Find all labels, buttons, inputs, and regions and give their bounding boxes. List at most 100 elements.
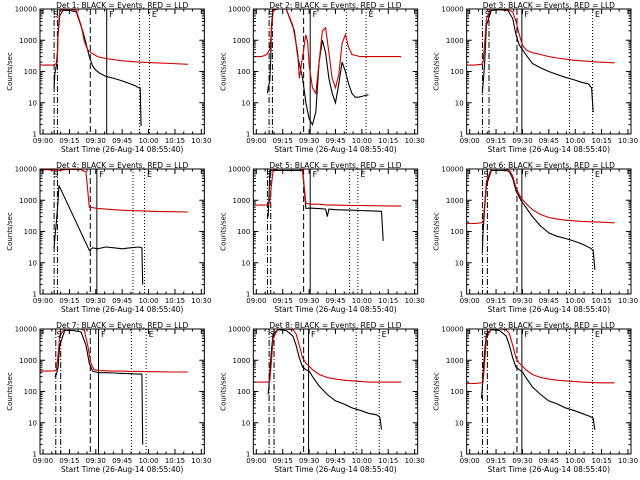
x-tick-label: 09:30 [512, 137, 532, 145]
chart-title: Det 2: BLACK = Events, RED = LLD [269, 1, 401, 10]
chart-title: Det 1: BLACK = Events, RED = LLD [56, 1, 188, 10]
x-tick-label: 10:15 [165, 137, 185, 145]
phase-marker-label: S [270, 330, 275, 339]
y-axis-label: Counts/sec [433, 52, 441, 91]
y-tick-label: 1 [459, 131, 463, 139]
y-tick-label: 10000 [228, 326, 250, 334]
y-tick-label: 1000 [446, 357, 464, 365]
x-tick-label: 09:00 [460, 457, 480, 465]
x-axis-label: Start Time (26-Aug-14 08:55:40) [488, 305, 610, 314]
x-axis-label: Start Time (26-Aug-14 08:55:40) [61, 145, 183, 154]
y-tick-label: 100 [237, 228, 250, 236]
series-line-events [481, 9, 594, 113]
x-tick-label: 09:30 [299, 297, 319, 305]
x-tick-label: 09:00 [246, 457, 266, 465]
y-tick-label: 10000 [228, 6, 250, 14]
plot-frame [466, 168, 632, 295]
phase-marker-label: E [595, 330, 600, 339]
x-tick-label: 10:00 [138, 137, 158, 145]
x-axis-label: Start Time (26-Aug-14 08:55:40) [274, 305, 396, 314]
x-tick-label: 10:15 [165, 297, 185, 305]
y-axis-label: Counts/sec [219, 372, 227, 411]
y-tick-label: 1000 [233, 357, 251, 365]
x-tick-label: 10:00 [565, 297, 585, 305]
phase-marker-label: S [483, 330, 488, 339]
x-tick-label: 10:00 [352, 137, 372, 145]
x-tick-label: 10:30 [191, 137, 211, 145]
plot-frame [39, 328, 205, 455]
y-tick-label: 1 [246, 291, 250, 299]
phase-marker-label: S [483, 170, 488, 179]
y-tick-label: 1 [459, 451, 463, 459]
phase-marker-label: E [595, 10, 600, 19]
series-line-lld [466, 169, 615, 225]
x-tick-label: 09:30 [512, 457, 532, 465]
x-tick-label: 10:00 [565, 137, 585, 145]
y-tick-label: 100 [450, 68, 463, 76]
y-tick-label: 1 [459, 291, 463, 299]
x-tick-label: 09:00 [33, 457, 53, 465]
phase-marker-label: F [109, 10, 114, 19]
y-tick-label: 10000 [15, 6, 37, 14]
chart-title: Det 8: BLACK = Events, RED = LLD [269, 321, 401, 330]
x-tick-label: 10:00 [352, 297, 372, 305]
y-tick-label: 100 [450, 388, 463, 396]
series-line-events [481, 169, 596, 270]
plot-frame [466, 328, 632, 455]
y-tick-label: 10000 [441, 326, 463, 334]
x-tick-label: 10:15 [378, 297, 398, 305]
y-tick-label: 1000 [233, 37, 251, 45]
y-tick-label: 10000 [15, 166, 37, 174]
phase-marker-label: E [369, 10, 374, 19]
x-tick-label: 09:30 [299, 457, 319, 465]
series-line-lld [253, 329, 402, 383]
series-line-lld [466, 329, 615, 385]
y-tick-label: 1000 [446, 37, 464, 45]
y-axis-label: Counts/sec [6, 372, 14, 411]
x-tick-label: 09:15 [273, 137, 293, 145]
x-tick-label: 10:30 [405, 137, 425, 145]
x-axis-label: Start Time (26-Aug-14 08:55:40) [488, 145, 610, 154]
x-tick-label: 10:30 [191, 457, 211, 465]
x-tick-label: 09:45 [539, 457, 559, 465]
x-tick-label: 09:00 [33, 297, 53, 305]
x-tick-label: 09:00 [460, 297, 480, 305]
phase-marker-label: S [267, 170, 272, 179]
series-line-events [54, 329, 144, 445]
chart-title: Det 5: BLACK = Events, RED = LLD [269, 161, 401, 170]
x-tick-label: 10:30 [405, 297, 425, 305]
y-tick-label: 10000 [228, 166, 250, 174]
chart-title: Det 4: BLACK = Events, RED = LLD [56, 161, 188, 170]
x-tick-label: 09:30 [86, 137, 106, 145]
series-line-lld [40, 169, 188, 213]
y-tick-label: 10 [455, 259, 464, 267]
x-tick-label: 10:00 [138, 297, 158, 305]
phase-marker-label: E [382, 330, 387, 339]
plot-frame [39, 168, 205, 295]
y-tick-label: 10 [28, 99, 37, 107]
y-tick-label: 1000 [446, 197, 464, 205]
x-tick-label: 09:00 [460, 137, 480, 145]
y-tick-label: 1000 [19, 197, 37, 205]
y-tick-label: 10 [455, 419, 464, 427]
y-tick-label: 10 [28, 259, 37, 267]
series-line-events [53, 185, 144, 285]
phase-marker-label: F [311, 330, 316, 339]
x-tick-label: 09:45 [539, 137, 559, 145]
x-tick-label: 09:45 [325, 137, 345, 145]
phase-marker-label: E [149, 330, 154, 339]
phase-marker-label: F [99, 170, 104, 179]
y-tick-label: 10000 [441, 6, 463, 14]
x-tick-label: 09:15 [273, 297, 293, 305]
x-tick-label: 10:00 [138, 457, 158, 465]
x-tick-label: 10:30 [191, 297, 211, 305]
x-tick-label: 10:00 [565, 457, 585, 465]
phase-marker-label: F [313, 170, 318, 179]
x-tick-label: 10:15 [592, 457, 612, 465]
